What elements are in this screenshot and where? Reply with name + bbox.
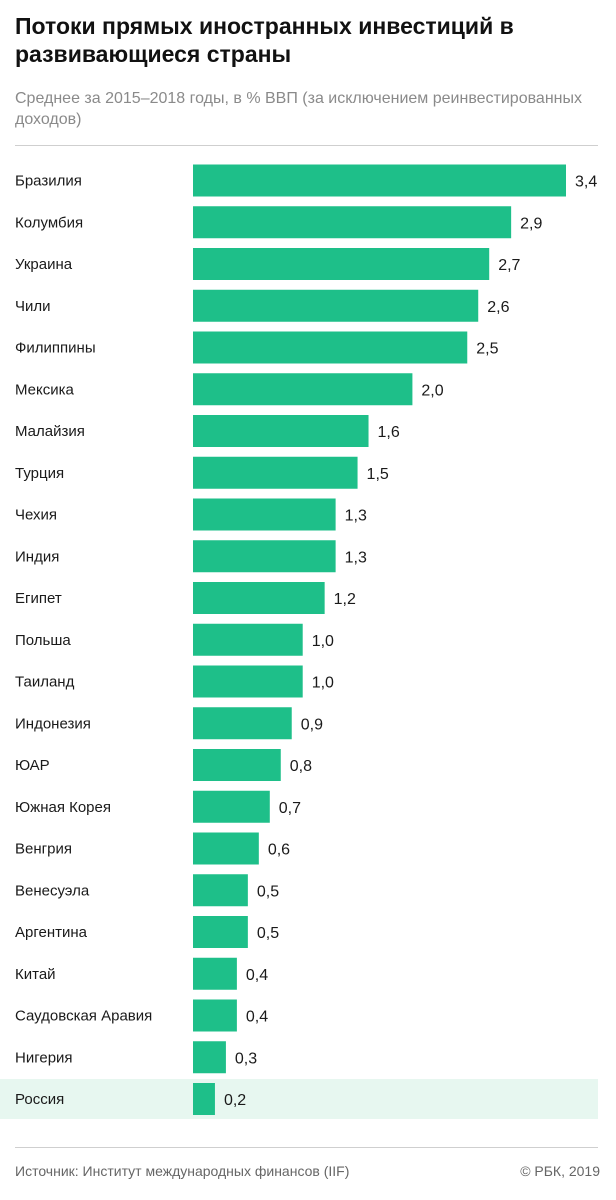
category-label: Южная Корея	[15, 799, 111, 816]
category-label: Индонезия	[15, 715, 91, 732]
value-label: 1,0	[312, 675, 334, 692]
bar-чехия	[193, 498, 336, 531]
category-label: ЮАР	[15, 757, 50, 774]
category-label: Малайзия	[15, 423, 85, 440]
category-label: Индия	[15, 548, 59, 565]
top-divider	[15, 145, 598, 146]
category-label: Венесуэла	[15, 882, 90, 899]
value-label: 1,6	[378, 424, 400, 441]
bar-индонезия	[193, 707, 292, 740]
value-label: 0,3	[235, 1050, 257, 1067]
chart-subtitle: Среднее за 2015–2018 годы, в % ВВП (за и…	[15, 90, 582, 128]
bar-аргентина	[193, 916, 248, 948]
highlight-row-россия	[0, 1079, 598, 1119]
bar-малайзия	[193, 415, 369, 447]
bar-южная-корея	[193, 790, 270, 823]
value-label: 0,5	[257, 883, 279, 900]
value-label: 2,5	[476, 341, 498, 358]
value-label: 2,7	[498, 257, 520, 274]
bar-чили	[193, 289, 479, 322]
category-label: Египет	[15, 590, 62, 607]
bar-индия	[193, 540, 336, 573]
category-label: Чили	[15, 298, 51, 315]
value-label: 0,5	[257, 925, 279, 942]
category-label: Филиппины	[15, 340, 96, 357]
bar-саудовская-аравия	[193, 999, 237, 1032]
bar-нигерия	[193, 1041, 226, 1074]
category-label: Мексика	[15, 381, 75, 398]
bar-россия	[193, 1083, 215, 1115]
category-label: Китай	[15, 966, 56, 983]
bar-колумбия	[193, 206, 512, 239]
value-label: 0,7	[279, 800, 301, 817]
copyright: © РБК, 2019	[520, 1163, 600, 1179]
category-label: Аргентина	[15, 924, 88, 941]
category-label: Бразилия	[15, 173, 82, 190]
bar-мексика	[193, 373, 413, 406]
bar-украина	[193, 248, 490, 280]
bottom-divider	[15, 1147, 598, 1148]
value-label: 2,6	[487, 299, 509, 316]
bar-chart: Бразилия 3,4 Колумбия 2,9 Украина 2,7 Чили 2,6 Ф…	[0, 164, 598, 1119]
value-label: 1,3	[345, 549, 367, 566]
category-label: Турция	[15, 465, 64, 482]
value-label: 1,5	[367, 466, 389, 483]
value-label: 2,9	[520, 215, 542, 232]
bar-бразилия	[193, 164, 566, 197]
chart-title: Потоки прямых иностранных инвестиций в р…	[15, 13, 514, 67]
bar-юар	[193, 749, 281, 781]
bar-египет	[193, 582, 325, 614]
value-label: 1,2	[334, 591, 356, 608]
value-label: 0,4	[246, 967, 268, 984]
value-label: 0,4	[246, 1009, 268, 1026]
bar-китай	[193, 957, 237, 990]
category-label: Колумбия	[15, 214, 83, 231]
category-label: Таиланд	[15, 674, 75, 691]
category-label: Украина	[15, 256, 73, 273]
source-note: Источник: Институт международных финансо…	[15, 1163, 350, 1179]
value-label: 0,9	[301, 716, 323, 733]
value-label: 0,6	[268, 842, 290, 859]
category-label: Россия	[15, 1091, 64, 1108]
bar-турция	[193, 456, 358, 489]
bar-таиланд	[193, 665, 303, 698]
bar-венесуэла	[193, 874, 248, 907]
bar-филиппины	[193, 331, 468, 364]
bar-польша	[193, 623, 303, 656]
value-label: 0,2	[224, 1092, 246, 1109]
value-label: 2,0	[421, 382, 443, 399]
bar-венгрия	[193, 832, 259, 865]
value-label: 0,8	[290, 758, 312, 775]
category-label: Нигерия	[15, 1049, 73, 1066]
category-label: Чехия	[15, 507, 57, 524]
value-label: 1,0	[312, 633, 334, 650]
category-label: Венгрия	[15, 841, 72, 858]
category-label: Саудовская Аравия	[15, 1008, 152, 1025]
value-label: 3,4	[575, 174, 597, 191]
value-label: 1,3	[345, 508, 367, 525]
category-label: Польша	[15, 632, 71, 649]
